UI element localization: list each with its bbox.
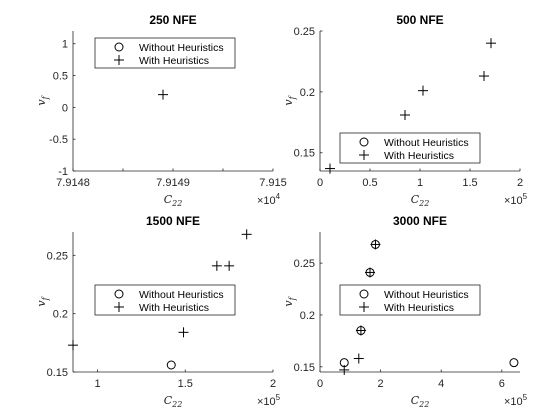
x-axis-label: C22 xyxy=(411,394,430,409)
y-tick-label: 0 xyxy=(62,102,68,114)
x-tick-label: 7.9149 xyxy=(156,177,190,189)
x-tick-label: 0 xyxy=(317,378,323,390)
x-tick-label: 2 xyxy=(378,378,384,390)
legend-label: Without Heuristics xyxy=(139,289,224,301)
plus-marker xyxy=(158,89,168,100)
circle-marker xyxy=(509,358,519,368)
plus-marker xyxy=(325,163,335,174)
x-tick-label: 0 xyxy=(317,177,323,189)
x-exponent-label: ×105 xyxy=(504,192,528,207)
x-tick-label: 0.5 xyxy=(362,177,377,189)
y-tick-label: -0.5 xyxy=(49,134,68,146)
y-tick-label: 0.15 xyxy=(294,148,315,160)
y-tick-label: 1 xyxy=(62,39,68,51)
plus-marker xyxy=(211,260,222,271)
x-tick-label: 7.915 xyxy=(259,177,287,189)
y-tick-label: 0.25 xyxy=(294,26,315,38)
legend-label: With Heuristics xyxy=(139,55,209,67)
x-exponent-label: ×105 xyxy=(504,393,528,408)
plus-marker xyxy=(370,239,381,250)
y-axis-label: vf xyxy=(35,94,50,105)
chart-title: 3000 NFE xyxy=(393,214,447,228)
chart-title: 250 NFE xyxy=(149,13,196,27)
circle-marker xyxy=(166,360,176,370)
chart-title: 1500 NFE xyxy=(146,214,200,228)
circle-marker xyxy=(359,137,369,147)
y-tick-label: 0.25 xyxy=(294,258,315,270)
subplot-1: 250 NFE 7.9148 7.9149 7.915 -1 -0.5 0 0.5 1 C22 vf… xyxy=(35,13,287,208)
x-exponent-label: ×104 xyxy=(257,192,281,207)
y-tick-label: 0.25 xyxy=(47,250,68,262)
x-tick-label: 2 xyxy=(270,378,276,390)
plus-marker xyxy=(355,325,366,336)
plus-marker xyxy=(339,364,350,375)
x-tick-label: 1.5 xyxy=(462,177,477,189)
circle-marker xyxy=(114,289,124,299)
y-tick-label: 0.2 xyxy=(300,310,315,322)
y-tick-label: 0.15 xyxy=(47,367,68,379)
x-axis-label: C22 xyxy=(411,193,430,208)
plus-marker xyxy=(479,71,489,82)
plus-marker xyxy=(114,55,124,65)
plus-marker xyxy=(68,340,78,351)
x-tick-label: 1.5 xyxy=(178,378,193,390)
plus-marker xyxy=(114,302,124,312)
plus-marker xyxy=(224,260,235,271)
y-axis-label: vf xyxy=(282,295,297,306)
plus-marker xyxy=(353,353,364,364)
plus-marker xyxy=(359,302,369,312)
circle-marker xyxy=(114,42,124,52)
plus-marker xyxy=(241,229,252,240)
subplot-4: 3000 NFE 0 2 4 6 0.15 0.2 0.25 C22 vf ×105 Without … xyxy=(282,214,528,409)
x-tick-label: 1 xyxy=(94,378,100,390)
x-tick-label: 7.9148 xyxy=(56,177,90,189)
subplot-3: 1500 NFE 1 1.5 2 0.15 0.2 0.25 C22 vf ×105 Without… xyxy=(35,214,281,409)
x-tick-label: 6 xyxy=(499,378,505,390)
y-tick-label: 0.15 xyxy=(294,362,315,374)
plus-marker xyxy=(359,150,369,160)
legend-label: With Heuristics xyxy=(384,150,454,162)
legend-label: Without Heuristics xyxy=(384,289,469,301)
legend-label: With Heuristics xyxy=(384,302,454,314)
x-axis-label: C22 xyxy=(164,394,183,409)
plus-marker xyxy=(418,85,428,96)
x-axis-label: C22 xyxy=(164,193,183,208)
legend-label: Without Heuristics xyxy=(384,137,469,149)
legend-label: With Heuristics xyxy=(139,302,209,314)
x-tick-label: 4 xyxy=(438,378,444,390)
plus-marker xyxy=(365,267,375,278)
y-axis-label: vf xyxy=(282,94,297,105)
legend-label: Without Heuristics xyxy=(139,42,224,54)
y-tick-label: 0.5 xyxy=(53,71,68,83)
plus-marker xyxy=(400,110,410,120)
x-tick-label: 1 xyxy=(417,177,423,189)
circle-marker xyxy=(359,289,369,299)
subplot-2: 500 NFE 0 0.5 1 1.5 2 0.15 0.2 0.25 C22 vf ×105 With… xyxy=(282,13,528,208)
plus-marker xyxy=(486,38,496,49)
y-tick-label: 0.2 xyxy=(300,87,315,99)
plus-marker xyxy=(178,327,189,338)
y-tick-label: -1 xyxy=(58,166,68,178)
chart-title: 500 NFE xyxy=(396,13,443,27)
x-tick-label: 2 xyxy=(517,177,523,189)
x-exponent-label: ×105 xyxy=(257,393,281,408)
y-tick-label: 0.2 xyxy=(53,309,68,321)
y-axis-label: vf xyxy=(35,295,50,306)
